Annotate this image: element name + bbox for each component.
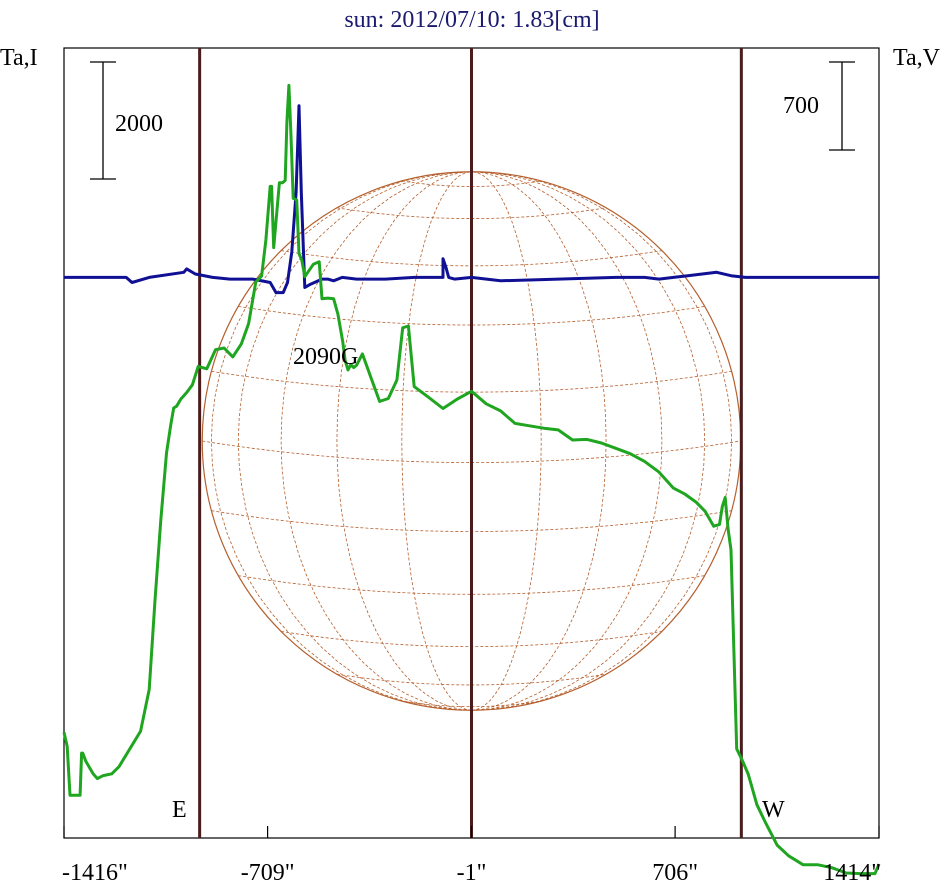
- east-label: E: [172, 797, 187, 823]
- scale-bar-left-label: 2000: [115, 111, 163, 137]
- scale-bar-right-label: 700: [783, 93, 819, 119]
- longitude-line: [280, 171, 472, 711]
- scale-bar-left: [90, 61, 116, 180]
- x-tick-label: -709": [241, 860, 295, 885]
- peak-annotation: 2090G: [293, 344, 358, 370]
- x-tick-label: -1416": [62, 860, 128, 885]
- longitude-line: [471, 171, 706, 711]
- latitude-line: [401, 700, 542, 708]
- series-group: [62, 83, 881, 876]
- longitude-line: [471, 171, 663, 711]
- longitude-line: [336, 171, 472, 711]
- x-axis-ticks: -1416" -709" -1" 706" 1414": [62, 826, 881, 885]
- series-line-intensity: [62, 83, 881, 876]
- x-tick-label: 706": [652, 860, 698, 885]
- chart-title: sun: 2012/07/10: 1.83[cm]: [344, 7, 599, 33]
- longitude-line: [471, 171, 607, 711]
- longitude-line: [471, 171, 733, 711]
- y-right-label: Ta,V: [893, 45, 941, 71]
- y-left-label: Ta,I: [0, 45, 38, 71]
- series-line-polarization: [64, 104, 879, 295]
- longitude-line: [401, 171, 472, 711]
- west-label: W: [762, 797, 785, 823]
- longitude-line: [210, 171, 472, 711]
- x-tick-label: 1414": [823, 860, 881, 885]
- limb-lines: [198, 48, 743, 838]
- x-tick-label: -1": [457, 860, 487, 885]
- scale-bar-right: [829, 61, 855, 151]
- longitude-line: [471, 171, 542, 711]
- longitude-line: [237, 171, 472, 711]
